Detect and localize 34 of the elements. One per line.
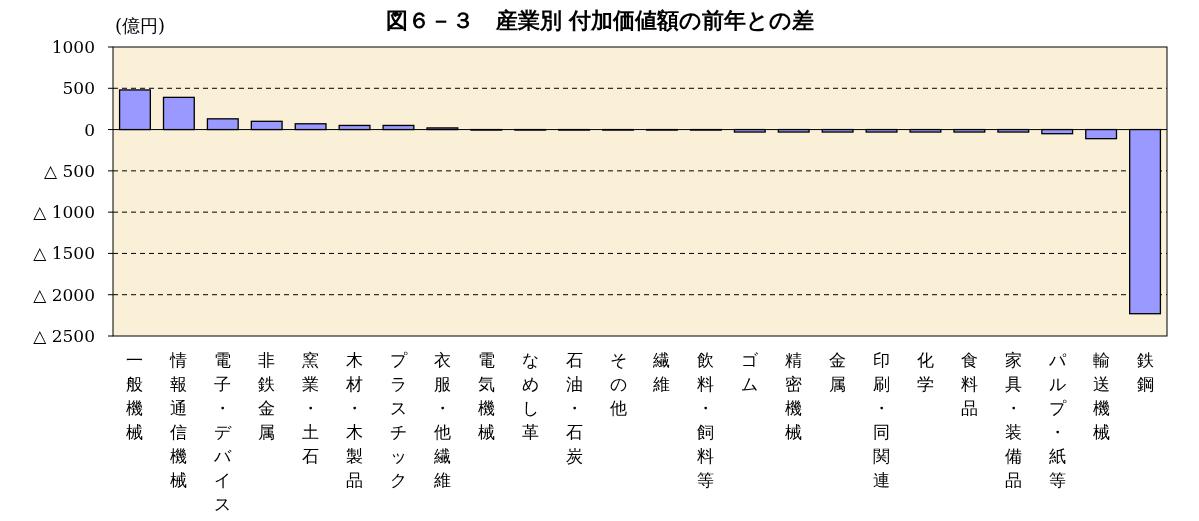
x-tick-label: 精密機械	[785, 350, 803, 442]
x-tick-label: 石油・石炭	[565, 350, 583, 466]
x-tick-label: 金属	[829, 350, 847, 394]
y-tick-label: △ 1500	[33, 243, 95, 264]
y-axis-title: (億円)	[115, 15, 166, 36]
x-tick-label: 家具・装備品	[1004, 350, 1022, 490]
y-tick-label: 1000	[51, 37, 95, 57]
x-tick-label: ゴム	[741, 350, 760, 394]
x-tick-label: 繊維	[652, 350, 671, 394]
x-tick-label: 飲料・飼料等	[697, 350, 715, 490]
x-tick-label: 鉄鋼	[1136, 350, 1154, 394]
x-tick-label: パルプ・紙等	[1047, 350, 1067, 490]
x-tick-label: プラスチック	[389, 350, 408, 490]
x-tick-label: 化学	[916, 350, 934, 394]
y-tick-label: 500	[62, 78, 95, 99]
x-tick-label: 非鉄金属	[258, 350, 276, 442]
x-tick-label: 輸送機械	[1092, 350, 1110, 442]
x-tick-label: 窯業・土石	[302, 350, 320, 466]
x-tick-label: 電気機械	[477, 350, 495, 442]
x-tick-label: なめし革	[521, 350, 539, 442]
y-tick-label: △ 2000	[33, 284, 95, 305]
x-tick-label: 衣服・他繊維	[432, 350, 451, 490]
x-tick-label: 情報通信機械	[169, 350, 188, 490]
x-tick-label: 食料品	[960, 350, 978, 418]
x-tick-label: その他	[609, 350, 627, 418]
x-tick-label: 木材・木製品	[345, 350, 364, 490]
y-tick-label: △ 1000	[33, 202, 95, 223]
chart-title: 図６－３ 産業別 付加価値額の前年との差	[385, 7, 815, 33]
y-tick-label: △ 500	[44, 160, 95, 181]
x-tick-label: 印刷・同関連	[873, 350, 891, 490]
x-tick-label: 電子・デバイス	[213, 350, 233, 514]
y-tick-label: 0	[84, 119, 95, 140]
y-tick-label: △ 2500	[33, 326, 95, 346]
x-tick-label: 一般機械	[126, 350, 144, 442]
